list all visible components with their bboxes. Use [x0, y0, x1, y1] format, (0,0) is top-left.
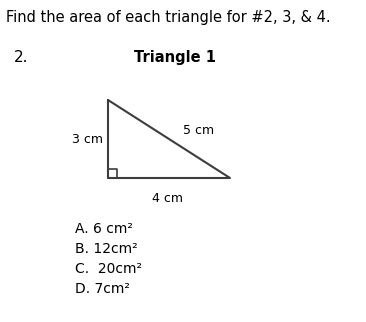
Text: 2.: 2. — [14, 50, 29, 65]
Text: 3 cm: 3 cm — [72, 132, 103, 146]
Text: Find the area of each triangle for #2, 3, & 4.: Find the area of each triangle for #2, 3… — [6, 10, 330, 25]
Text: B. 12cm²: B. 12cm² — [75, 242, 138, 256]
Text: C.  20cm²: C. 20cm² — [75, 262, 142, 276]
Text: D. 7cm²: D. 7cm² — [75, 282, 130, 296]
Text: 4 cm: 4 cm — [153, 192, 183, 205]
Text: Triangle 1: Triangle 1 — [134, 50, 216, 65]
Text: A. 6 cm²: A. 6 cm² — [75, 222, 133, 236]
Text: 5 cm: 5 cm — [183, 124, 214, 137]
